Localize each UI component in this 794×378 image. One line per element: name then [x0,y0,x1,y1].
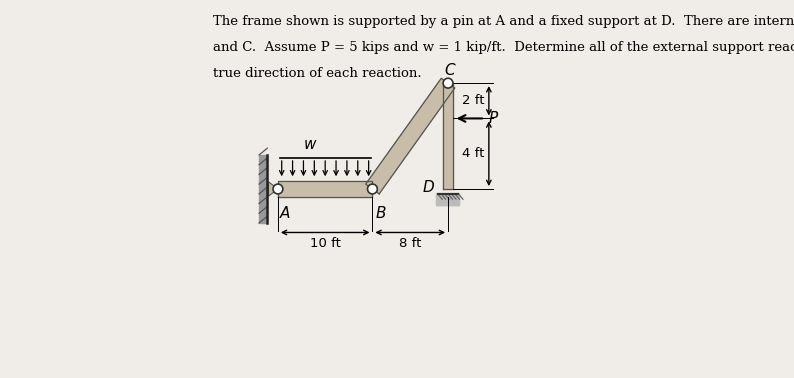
Polygon shape [366,78,455,194]
Text: and C.  Assume P = 5 kips and w = 1 kip/ft.  Determine all of the external suppo: and C. Assume P = 5 kips and w = 1 kip/f… [213,41,794,54]
Text: true direction of each reaction.: true direction of each reaction. [213,67,421,79]
Circle shape [443,78,453,88]
Text: 2 ft: 2 ft [462,94,484,107]
Text: C: C [445,63,455,78]
Text: B: B [376,206,386,221]
Polygon shape [268,182,278,196]
Bar [259,155,268,223]
Polygon shape [278,181,372,197]
Text: 4 ft: 4 ft [462,147,484,160]
Text: 10 ft: 10 ft [310,237,341,250]
FancyBboxPatch shape [436,193,461,206]
Text: 8 ft: 8 ft [399,237,422,250]
Circle shape [368,184,377,194]
Text: A: A [279,206,290,221]
Polygon shape [443,83,453,189]
Circle shape [273,184,283,194]
Text: The frame shown is supported by a pin at A and a fixed support at D.  There are : The frame shown is supported by a pin at… [213,15,794,28]
Text: D: D [423,180,435,195]
Text: P: P [488,111,497,126]
Text: w: w [304,137,316,152]
